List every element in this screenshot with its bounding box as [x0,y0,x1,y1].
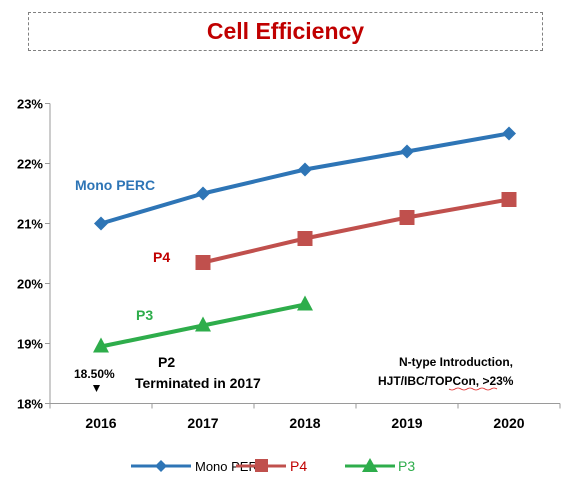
legend-triangle-icon [362,458,378,472]
series-label-mono-perc: Mono PERC [75,177,155,193]
data-point-p4 [195,255,211,270]
legend-diamond-icon [155,460,167,472]
data-point-mono-perc [196,186,210,201]
legend-label-p3: P3 [398,458,415,474]
ntype-note-line-2: HJT/IBC/TOPCon, >23% [378,374,514,388]
x-tick-label: 2020 [493,415,524,431]
data-point-mono-perc [502,126,516,141]
x-tick-label: 2016 [85,415,116,431]
data-point-mono-perc [94,216,108,231]
p2-down-arrow-icon [93,385,100,392]
series-label-p4: P4 [153,249,170,265]
data-point-p4 [501,192,517,207]
x-tick-label: 2019 [391,415,422,431]
p2-note: Terminated in 2017 [135,375,261,391]
legend-square-icon [255,459,268,472]
series-label-p3: P3 [136,307,153,323]
y-tick-label: 22% [17,157,43,172]
p2-title: P2 [158,354,175,370]
legend: Mono PERC P4 P3 [131,458,415,474]
series-line-p4 [202,197,510,265]
x-tick-label: 2018 [289,415,320,431]
chart-title-box: Cell Efficiency [28,12,543,51]
axes: 18% 19% 20% 21% 22% 23% 2016 2017 2018 2019 2020 [17,97,561,431]
y-tick-label: 19% [17,337,43,352]
y-tick-label: 18% [17,397,43,412]
data-point-p4 [399,210,415,225]
x-tick-label: 2017 [187,415,218,431]
p2-value-label: 18.50% [74,367,115,381]
legend-label-mono-perc: Mono PERC [195,459,267,474]
data-point-p3 [93,337,109,353]
spellcheck-underline [448,387,498,391]
ntype-note-line-1: N-type Introduction, [399,355,513,369]
chart-title: Cell Efficiency [206,18,365,44]
data-point-mono-perc [400,144,414,159]
y-tick-label: 23% [17,97,43,112]
y-tick-label: 20% [17,277,43,292]
y-tick-label: 21% [17,217,43,232]
data-point-p4 [297,231,313,246]
data-point-p3 [195,316,211,332]
series-layer [93,126,517,353]
data-point-mono-perc [298,162,312,177]
legend-label-p4: P4 [290,458,307,474]
data-point-p3 [297,295,313,311]
